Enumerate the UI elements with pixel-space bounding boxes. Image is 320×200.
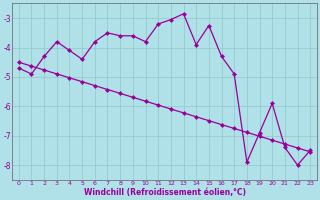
X-axis label: Windchill (Refroidissement éolien,°C): Windchill (Refroidissement éolien,°C) [84,188,245,197]
